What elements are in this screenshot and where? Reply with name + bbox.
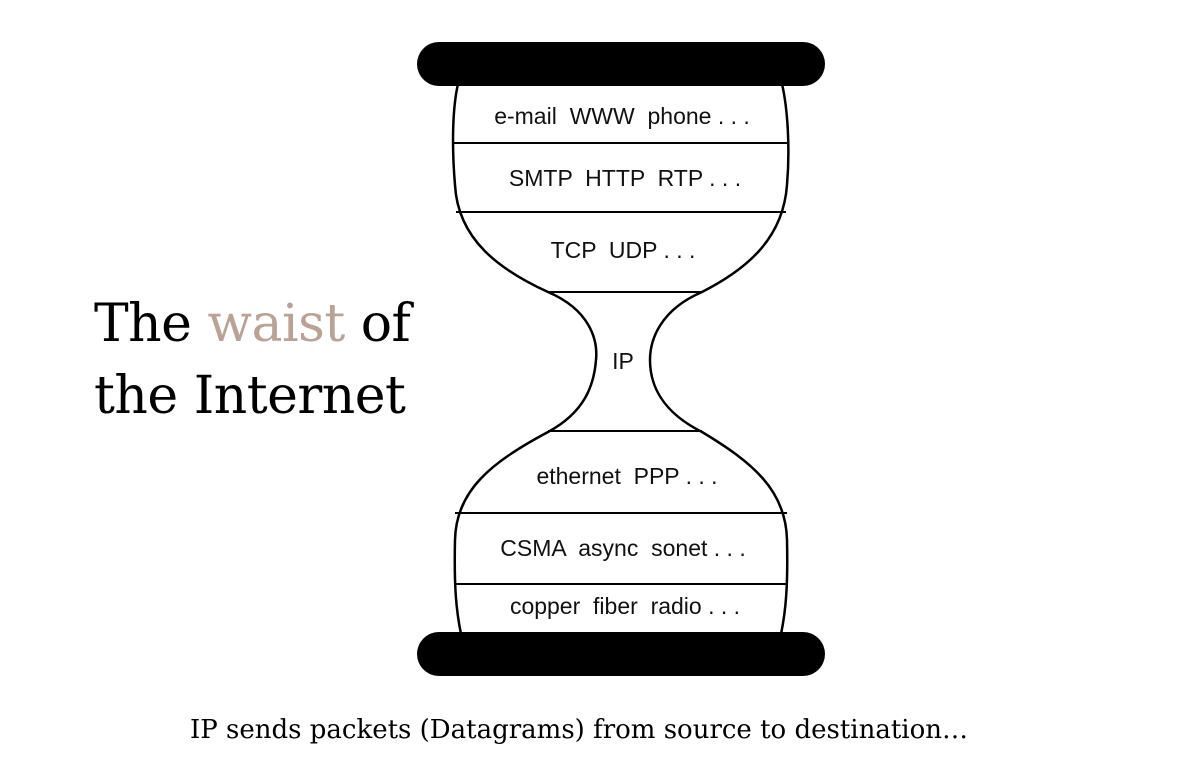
hourglass-right-outline	[648, 83, 790, 635]
hourglass-bottom-bar	[417, 632, 825, 676]
hourglass-left-outline	[451, 83, 598, 635]
layer-label-physical: copper fiber radio . . .	[510, 593, 740, 619]
layer-label-link: ethernet PPP . . .	[536, 463, 717, 489]
title-text-of: of	[344, 294, 411, 354]
layer-label-transport: TCP UDP . . .	[551, 237, 696, 263]
title-line-1: The waist of	[94, 288, 454, 360]
caption: IP sends packets (Datagrams) from source…	[190, 715, 968, 745]
layer-label-network: IP	[612, 348, 634, 374]
layer-label-media-access: CSMA async sonet . . .	[500, 535, 745, 561]
slide-title: The waist of the Internet	[94, 288, 454, 432]
hourglass-top-bar	[417, 42, 825, 86]
title-text-the: The	[94, 294, 208, 354]
title-line-2: the Internet	[94, 366, 406, 426]
layer-label-applications: e-mail WWW phone . . .	[494, 103, 750, 129]
title-accent-waist: waist	[207, 294, 345, 354]
layer-label-app-protocols: SMTP HTTP RTP . . .	[509, 165, 741, 191]
